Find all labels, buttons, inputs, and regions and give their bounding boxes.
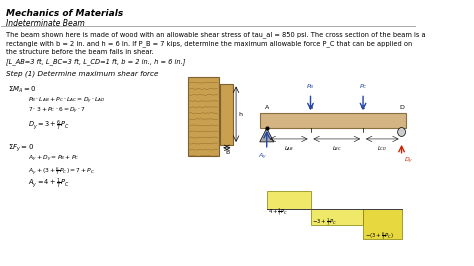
Text: $A_y = 4 + \frac{1}{7} P_C$: $A_y = 4 + \frac{1}{7} P_C$ <box>27 177 69 191</box>
Text: The beam shown here is made of wood with an allowable shear stress of tau_al = 8: The beam shown here is made of wood with… <box>6 31 425 38</box>
Text: $A_y + (3 + \frac{6}{7} P_C) = 7 + P_C$: $A_y + (3 + \frac{6}{7} P_C) = 7 + P_C$ <box>27 165 95 177</box>
Text: D: D <box>399 105 404 110</box>
Text: $L_{AB}$: $L_{AB}$ <box>283 144 293 153</box>
Polygon shape <box>260 128 273 142</box>
Circle shape <box>398 128 406 136</box>
Text: h: h <box>239 112 243 117</box>
Text: $7 \cdot 3 + P_C \cdot 6 = D_y \cdot 7$: $7 \cdot 3 + P_C \cdot 6 = D_y \cdot 7$ <box>27 106 86 117</box>
Text: A: A <box>264 105 269 110</box>
Text: $P_B \cdot L_{AB} + P_C \cdot L_{AC} = D_y \cdot L_{AD}$: $P_B \cdot L_{AB} + P_C \cdot L_{AC} = D… <box>27 95 106 106</box>
Text: $\Sigma M_A = 0$: $\Sigma M_A = 0$ <box>9 85 37 95</box>
Text: [L_AB=3 ft, L_BC=3 ft, L_CD=1 ft, b = 2 in., h = 6 in.]: [L_AB=3 ft, L_BC=3 ft, L_CD=1 ft, b = 2 … <box>6 58 185 65</box>
Text: B: B <box>309 105 313 110</box>
Text: $\Sigma F_y = 0$: $\Sigma F_y = 0$ <box>9 143 35 154</box>
Bar <box>260 113 406 128</box>
Text: $L_{CD}$: $L_{CD}$ <box>377 144 387 153</box>
Text: Indeterminate Beam: Indeterminate Beam <box>6 19 84 28</box>
Text: $P_B$: $P_B$ <box>306 82 315 92</box>
Text: $-3+\frac{1}{7}P_C$: $-3+\frac{1}{7}P_C$ <box>312 216 337 228</box>
Bar <box>310 209 363 225</box>
Text: the structure before the beam fails in shear.: the structure before the beam fails in s… <box>6 49 154 55</box>
Text: $L_{BC}$: $L_{BC}$ <box>332 144 342 153</box>
Bar <box>363 209 401 239</box>
Text: rectangle with b = 2 in. and h = 6 in. If P_B = 7 kips, determine the maximum al: rectangle with b = 2 in. and h = 6 in. I… <box>6 40 412 47</box>
Text: $P_C$: $P_C$ <box>359 82 367 92</box>
Bar <box>267 191 310 209</box>
Text: $A_y + D_y = P_B + P_C$: $A_y + D_y = P_B + P_C$ <box>27 154 79 164</box>
Text: $-(3+\frac{6}{7}P_C)$: $-(3+\frac{6}{7}P_C)$ <box>365 230 393 242</box>
Text: $D_y$: $D_y$ <box>404 156 414 166</box>
Text: Mechanics of Materials: Mechanics of Materials <box>6 9 123 18</box>
Bar <box>220 84 233 145</box>
Text: $4+\frac{1}{7}P_C$: $4+\frac{1}{7}P_C$ <box>268 206 289 218</box>
Text: C: C <box>361 105 365 110</box>
Bar <box>188 77 219 156</box>
Text: $D_y = 3 + \frac{6}{7} P_C$: $D_y = 3 + \frac{6}{7} P_C$ <box>27 119 69 133</box>
Text: $A_y$: $A_y$ <box>258 152 267 162</box>
Text: b: b <box>225 150 229 155</box>
Text: Step (1) Determine maximum shear force: Step (1) Determine maximum shear force <box>6 71 158 77</box>
